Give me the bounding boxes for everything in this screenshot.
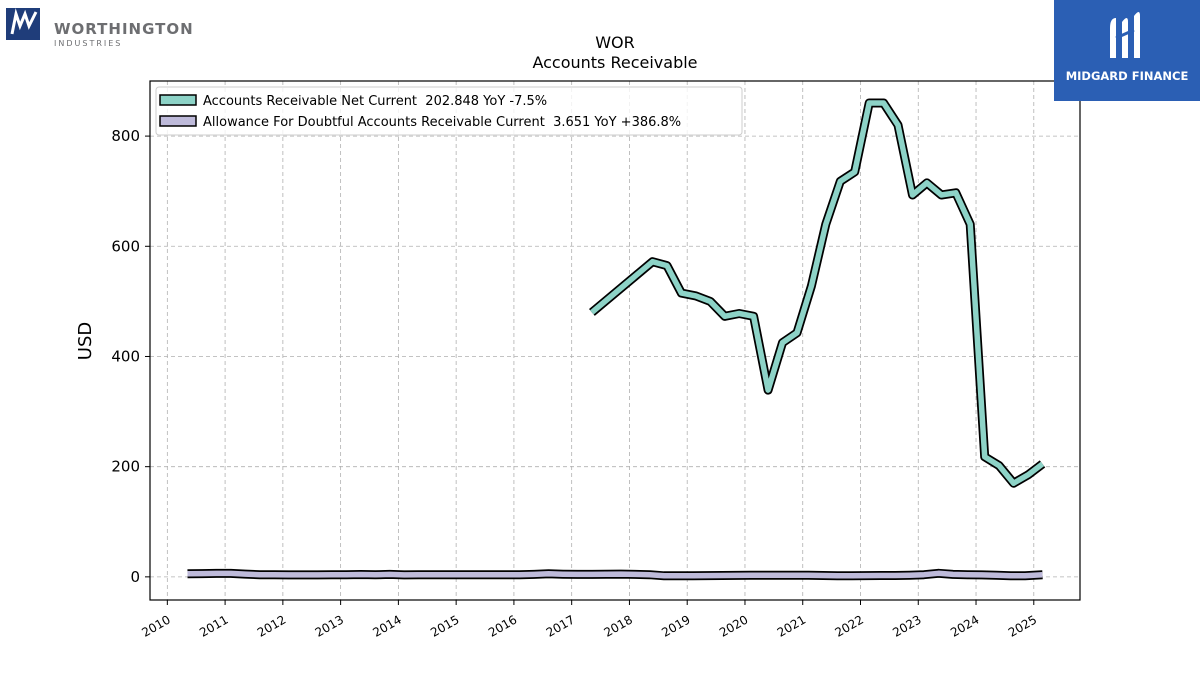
x-tick-label: 2015 [428, 612, 461, 639]
midgard-finance-logo: MIDGARD FINANCE [1054, 0, 1200, 101]
y-axis-label: USD [75, 322, 96, 360]
plot-frame [149, 80, 1081, 601]
grid [150, 81, 1080, 600]
x-tick-label: 2012 [255, 612, 288, 639]
x-axis: 2010 2011 2012 2013 2014 2015 2016 2017 2018 2019… [139, 600, 1039, 640]
chart-subtitle: Accounts Receivable [532, 53, 697, 72]
legend-swatch-ar-net [159, 94, 197, 106]
x-tick-label: 2011 [197, 612, 230, 639]
x-tick-label: 2017 [544, 612, 577, 639]
y-tick-label: 0 [130, 568, 140, 586]
x-tick-label: 2021 [775, 612, 808, 639]
y-axis: 0 200 400 600 800 [111, 127, 150, 586]
y-tick-label: 800 [111, 127, 140, 145]
x-tick-label: 2025 [1006, 612, 1039, 639]
worthington-logo-name: WORTHINGTON [54, 20, 194, 38]
chart-title: WOR [595, 33, 635, 52]
series-line-allowance-doubtful [187, 570, 1043, 579]
x-tick-label: 2013 [313, 612, 346, 639]
y-tick-label: 200 [111, 458, 140, 476]
series-layer [187, 98, 1046, 581]
midgard-finance-logo-name: MIDGARD FINANCE [1065, 69, 1189, 83]
x-tick-label: 2023 [890, 612, 923, 639]
worthington-logo: WORTHINGTON INDUSTRIES [6, 8, 196, 48]
x-tick-label: 2018 [601, 612, 634, 639]
x-tick-label: 2020 [717, 612, 750, 639]
legend-label-allowance: Allowance For Doubtful Accounts Receivab… [203, 115, 681, 130]
x-tick-label: 2019 [659, 612, 692, 639]
legend-box [155, 86, 743, 136]
legend-label-ar-net: Accounts Receivable Net Current 202.848 … [203, 94, 547, 109]
worthington-logo-sub: INDUSTRIES [54, 39, 123, 48]
legend: Accounts Receivable Net Current 202.848 … [155, 86, 743, 136]
y-tick-label: 600 [111, 237, 140, 255]
x-tick-label: 2014 [370, 612, 403, 639]
x-tick-label: 2016 [486, 612, 519, 639]
midgard-finance-logo-icon [1110, 12, 1140, 58]
legend-swatch-allowance [159, 115, 197, 127]
series-line-accounts-receivable-net [590, 100, 1045, 486]
y-tick-label: 400 [111, 347, 140, 365]
x-tick-label: 2010 [139, 612, 172, 639]
x-tick-label: 2022 [833, 612, 866, 639]
worthington-logo-icon [6, 8, 40, 40]
x-tick-label: 2024 [948, 612, 981, 639]
